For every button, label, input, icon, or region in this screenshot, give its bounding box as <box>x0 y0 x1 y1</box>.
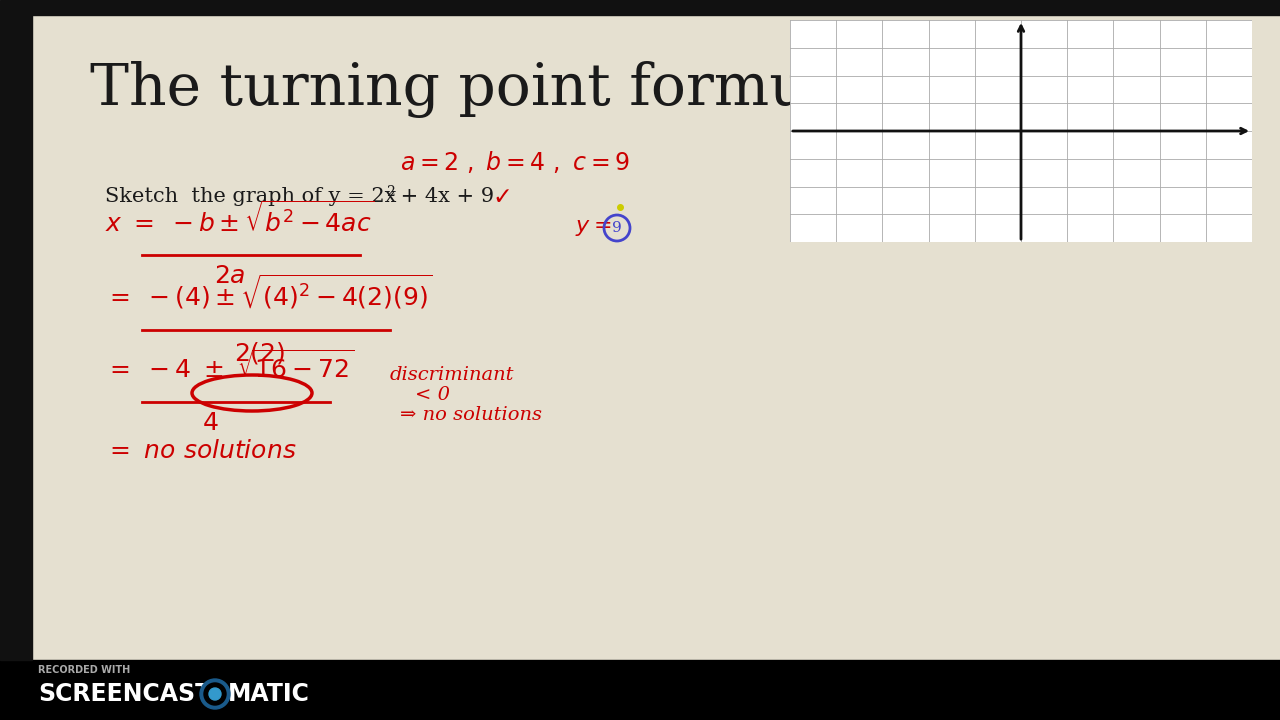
Text: $4$: $4$ <box>202 412 219 435</box>
Text: ⇒ no solutions: ⇒ no solutions <box>399 406 541 424</box>
Text: 9: 9 <box>612 221 622 235</box>
Text: $=\ -(4) \pm \sqrt{(4)^2 - 4(2)(9)}$: $=\ -(4) \pm \sqrt{(4)^2 - 4(2)(9)}$ <box>105 273 433 312</box>
Bar <box>0 660 1280 720</box>
Circle shape <box>204 683 227 705</box>
Text: $y=$: $y=$ <box>575 216 612 238</box>
Text: Sketch  the graph of y = 2x: Sketch the graph of y = 2x <box>105 187 397 207</box>
Text: $x\ =\ -b \pm \sqrt{b^2-4ac}$: $x\ =\ -b \pm \sqrt{b^2-4ac}$ <box>105 202 375 238</box>
Text: The turning point formula: The turning point formula <box>90 61 860 119</box>
Text: < 0: < 0 <box>415 386 451 404</box>
Text: 2: 2 <box>387 185 394 199</box>
Text: $=\ -4\ \pm\ \sqrt{16-72}$: $=\ -4\ \pm\ \sqrt{16-72}$ <box>105 351 355 383</box>
Text: MATIC: MATIC <box>228 682 310 706</box>
Text: $2(2)$: $2(2)$ <box>234 340 285 366</box>
Text: $a=2\ ,\ b=4\ ,\ c=9$: $a=2\ ,\ b=4\ ,\ c=9$ <box>399 149 630 175</box>
Bar <box>0 0 1280 15</box>
Text: SCREENCAST: SCREENCAST <box>38 682 211 706</box>
Text: ✓: ✓ <box>492 185 512 209</box>
Text: $=\ no\ solutions$: $=\ no\ solutions$ <box>105 441 297 464</box>
Text: $2a$: $2a$ <box>214 265 246 288</box>
Bar <box>0 15 32 660</box>
Circle shape <box>209 688 221 700</box>
Circle shape <box>200 679 230 709</box>
Text: + 4x + 9: + 4x + 9 <box>394 187 494 207</box>
Text: RECORDED WITH: RECORDED WITH <box>38 665 131 675</box>
Text: discriminant: discriminant <box>390 366 515 384</box>
